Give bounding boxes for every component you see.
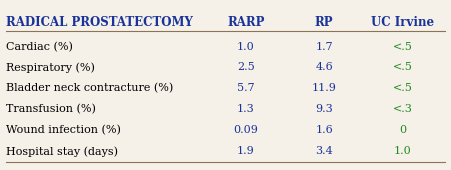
Text: 3.4: 3.4 (315, 146, 333, 156)
Text: <.5: <.5 (393, 62, 413, 72)
Text: 4.6: 4.6 (315, 62, 333, 72)
Text: RARP: RARP (227, 16, 264, 29)
Text: Bladder neck contracture (%): Bladder neck contracture (%) (6, 83, 173, 94)
Text: Cardiac (%): Cardiac (%) (6, 41, 73, 52)
Text: 0: 0 (399, 125, 406, 135)
Text: 1.0: 1.0 (394, 146, 411, 156)
Text: 1.7: 1.7 (315, 41, 333, 52)
Text: 0.09: 0.09 (233, 125, 258, 135)
Text: <.5: <.5 (393, 83, 413, 93)
Text: <.5: <.5 (393, 41, 413, 52)
Text: UC Irvine: UC Irvine (371, 16, 434, 29)
Text: 2.5: 2.5 (237, 62, 254, 72)
Text: Wound infection (%): Wound infection (%) (6, 125, 121, 135)
Text: 9.3: 9.3 (315, 104, 333, 114)
Text: RADICAL PROSTATECTOMY: RADICAL PROSTATECTOMY (6, 16, 193, 29)
Text: <.3: <.3 (393, 104, 413, 114)
Text: 1.6: 1.6 (315, 125, 333, 135)
Text: 5.7: 5.7 (237, 83, 254, 93)
Text: 1.9: 1.9 (237, 146, 254, 156)
Text: 11.9: 11.9 (312, 83, 336, 93)
Text: 1.0: 1.0 (237, 41, 254, 52)
Text: Transfusion (%): Transfusion (%) (6, 104, 96, 115)
Text: Respiratory (%): Respiratory (%) (6, 62, 95, 73)
Text: Hospital stay (days): Hospital stay (days) (6, 146, 118, 157)
Text: 1.3: 1.3 (237, 104, 254, 114)
Text: RP: RP (315, 16, 333, 29)
